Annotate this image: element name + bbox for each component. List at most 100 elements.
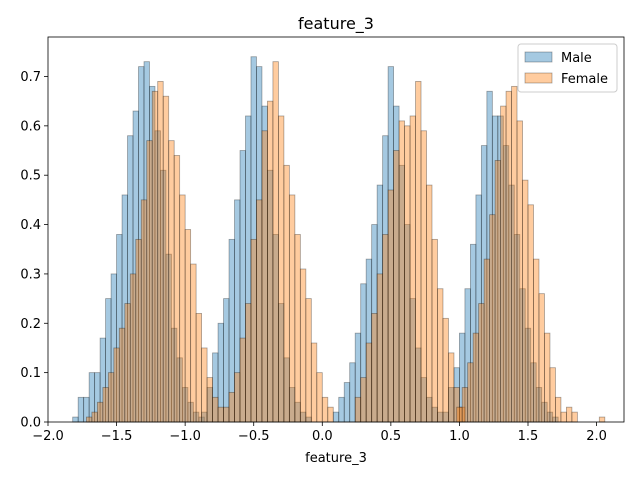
histogram-bar [516, 120, 523, 423]
histogram-bar [129, 273, 137, 423]
histogram-bar [398, 120, 405, 423]
histogram-bar [566, 406, 573, 423]
histogram-bar [245, 303, 252, 423]
histogram-bar [96, 401, 104, 423]
histogram-bar [448, 352, 455, 423]
y-tick-label: 0.7 [20, 70, 41, 85]
histogram-bar [135, 238, 142, 423]
histogram-bar [124, 303, 131, 423]
histogram-bar [190, 263, 197, 423]
histogram-bar [461, 387, 469, 423]
histogram-bar [354, 396, 362, 423]
histogram-bar [489, 214, 496, 423]
histogram-bar [549, 367, 556, 423]
histogram-bar [113, 347, 120, 423]
histogram-bar [431, 238, 438, 423]
histogram-bar [283, 164, 290, 423]
histogram-bar [228, 391, 235, 423]
histogram-bar [456, 406, 463, 423]
histogram-bar [538, 293, 545, 423]
histogram-bar [332, 411, 340, 423]
legend-box [517, 43, 618, 93]
histogram-bar [168, 140, 175, 423]
histogram-bar [555, 396, 562, 423]
x-axis-label: feature_3 [305, 451, 367, 466]
x-axis-ticks: −2.0 −1.5 −1.0 −0.5 0.0 0.5 1.0 1.5 2.0 [32, 422, 607, 444]
histogram-bar [321, 396, 329, 423]
histogram-bar [294, 234, 301, 423]
legend-swatch-female [524, 72, 553, 84]
histogram-bar [184, 229, 192, 423]
histogram-bar [527, 204, 534, 423]
x-tick-label: −1.0 [169, 429, 201, 444]
histogram-bar [349, 362, 356, 423]
x-tick-label: −1.5 [101, 429, 133, 444]
legend: Male Female [517, 43, 618, 93]
histogram-bar [223, 406, 230, 423]
x-tick-label: 2.0 [586, 429, 607, 444]
y-tick-label: 0.0 [20, 416, 41, 431]
histogram-bar [157, 81, 164, 423]
histogram-bar [77, 396, 85, 423]
histogram-bar [409, 115, 416, 423]
x-tick-label: −2.0 [32, 429, 64, 444]
histogram-bar [415, 81, 422, 423]
histogram-bar [387, 189, 394, 423]
histogram-bar [305, 298, 312, 423]
histogram-bar [483, 258, 490, 423]
histogram-bar [365, 342, 373, 423]
histogram-bar [173, 155, 181, 423]
histogram-bar [420, 130, 427, 423]
histogram-bar [288, 194, 296, 423]
legend-label-male: Male [561, 51, 592, 66]
y-axis-ticks: 0.0 0.1 0.2 0.3 0.4 0.5 0.6 0.7 [20, 70, 48, 431]
x-tick-label: 1.0 [449, 429, 470, 444]
histogram-bar [500, 105, 507, 423]
histogram-bar [118, 327, 126, 423]
y-tick-label: 0.3 [20, 267, 41, 282]
histogram-bar [316, 372, 323, 423]
histogram-bar [472, 332, 480, 423]
histogram-bar [206, 377, 213, 423]
y-tick-label: 0.5 [20, 169, 41, 184]
histogram-bar [146, 140, 153, 423]
histogram-bar [107, 372, 115, 423]
histogram-bar [371, 313, 378, 423]
histogram-bar [442, 317, 449, 423]
histogram-bar [360, 377, 367, 423]
histogram-bar [598, 416, 606, 423]
y-tick-label: 0.4 [20, 218, 41, 233]
histogram-bar [522, 179, 529, 423]
histogram-bar [376, 273, 384, 423]
histogram-bar [533, 258, 540, 423]
plot-frame [47, 36, 625, 423]
x-tick-label: −0.5 [238, 429, 270, 444]
histogram-bar [201, 347, 208, 423]
y-tick-label: 0.6 [20, 119, 41, 134]
y-tick-label: 0.1 [20, 366, 41, 381]
histogram-bar [310, 342, 318, 423]
x-tick-label: 0.0 [312, 429, 333, 444]
histogram-bar [151, 90, 159, 423]
histogram-bar [217, 406, 224, 423]
y-tick-label: 0.2 [20, 317, 41, 332]
histogram-bar [212, 396, 219, 423]
histogram-bar [338, 396, 345, 423]
histogram-bar [91, 411, 98, 423]
histogram-bar [267, 100, 274, 423]
histogram-bar [560, 411, 567, 423]
histogram-bar [72, 416, 79, 423]
histogram-bar [544, 332, 551, 423]
histogram-bar [162, 95, 170, 423]
chart-title: feature_3 [298, 14, 374, 34]
histogram-bar [250, 238, 257, 423]
histogram-bar [239, 337, 246, 423]
histogram-bar [393, 150, 400, 423]
histogram-bar [404, 125, 411, 423]
histogram-bar [426, 184, 433, 423]
histogram-bar [437, 288, 444, 423]
histogram-bar [299, 268, 307, 423]
histogram-bar [277, 115, 285, 423]
histogram-bar [102, 387, 109, 423]
legend-swatch-male [524, 51, 553, 63]
